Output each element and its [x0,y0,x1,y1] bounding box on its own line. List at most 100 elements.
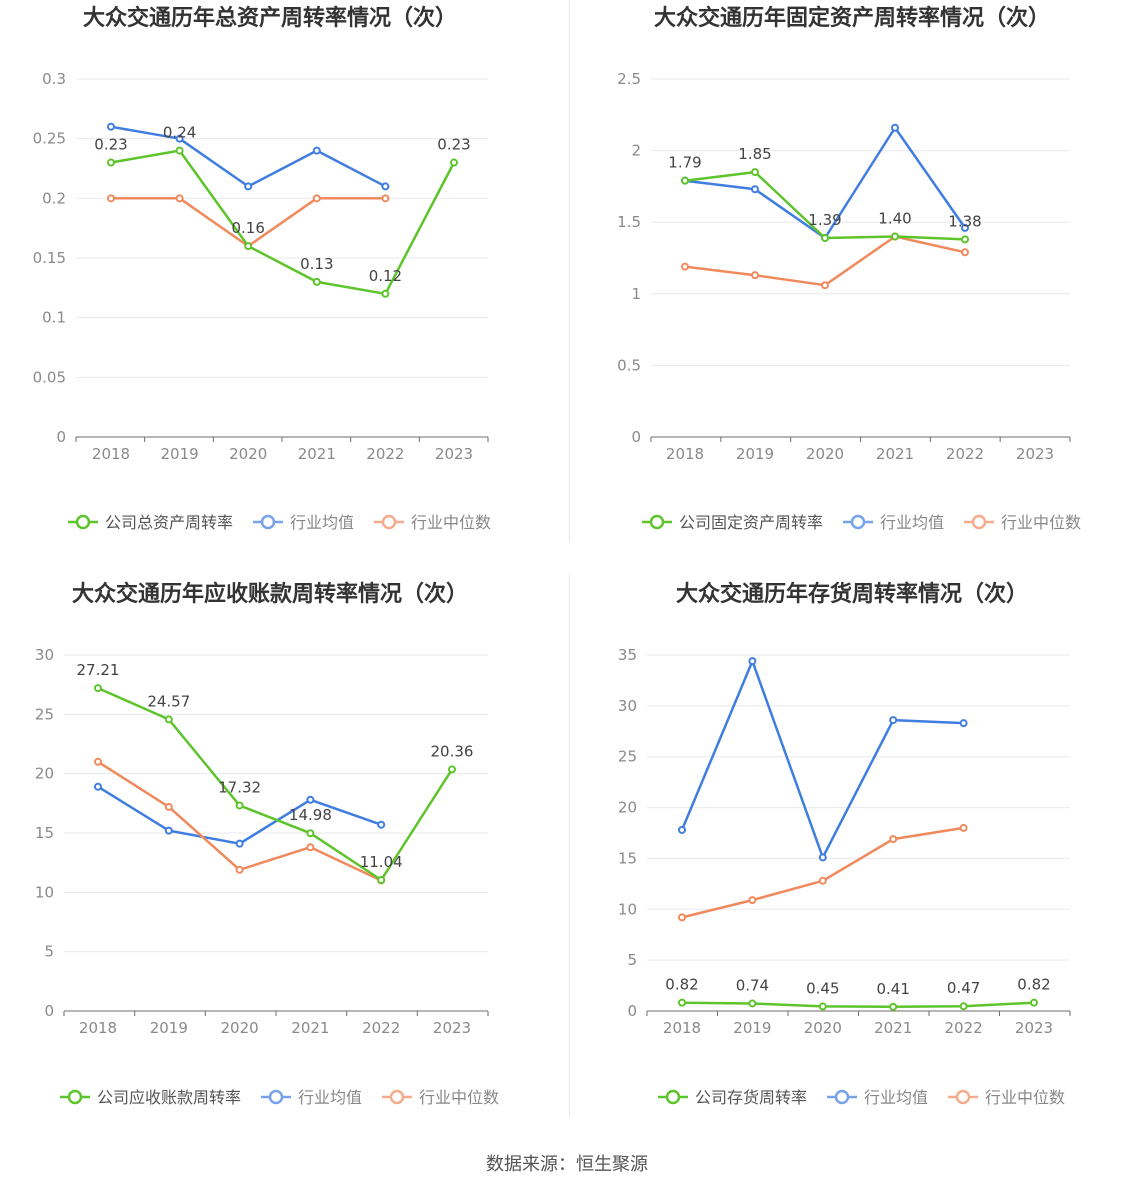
legend-marker [67,1089,83,1105]
y-tick-label: 0.05 [33,368,66,386]
chart-panel-inventory-turnover: 大众交通历年存货周转率情况（次） 0 5 10 15 20 25 30 35 2018 2019 20… [567,575,1134,1135]
y-tick-label: 30 [618,697,637,715]
data-label: 17.32 [218,778,261,796]
data-label: 0.82 [665,976,698,994]
legend-item-company: 公司应收账款周转率 [60,1088,241,1107]
x-tick-label: 2022 [945,1019,983,1037]
legend-label: 公司应收账款周转率 [97,1088,241,1107]
y-tick-label: 10 [618,900,637,918]
data-point-company [821,233,829,242]
data-label: 0.23 [94,136,127,154]
chart-title: 大众交通历年存货周转率情况（次） [676,581,1028,607]
data-label: 1.79 [668,154,701,172]
x-tick-label: 2023 [435,445,473,463]
panel-divider-top [569,0,570,542]
y-tick-label: 2 [631,142,641,160]
chart-panel-fixed-asset-turnover: 大众交通历年固定资产周转率情况（次） 0 0.5 1 1.5 2 2.5 2018 2019 20… [567,0,1134,560]
legend-label: 行业均值 [298,1088,362,1107]
data-point-company [959,1002,968,1011]
data-label: 1.40 [878,210,911,228]
legend-marker [665,1089,681,1105]
chart-panel-receivables-turnover: 大众交通历年应收账款周转率情况（次） 0 5 10 15 20 25 30 2018 2019 20… [0,575,567,1135]
legend-marker [389,1089,405,1105]
data-label: 14.98 [289,806,332,824]
data-point-company [306,829,315,838]
legend-marker [75,514,91,530]
data-point-company [235,801,244,810]
legend-label: 公司总资产周转率 [105,513,233,532]
legend-marker [268,1089,284,1105]
data-point-avg [961,223,969,232]
data-label: 1.39 [808,211,841,229]
series-line-median [681,826,964,919]
legend-marker [649,514,665,530]
data-point-median [889,835,898,844]
x-tick-label: 2023 [1016,445,1054,463]
x-tick-label: 2021 [291,1019,329,1037]
data-label: 0.13 [300,255,333,273]
x-tick-label: 2019 [733,1019,771,1037]
y-tick-label: 0.3 [42,70,66,88]
x-tick-label: 2020 [221,1019,259,1037]
legend-item-company: 公司存货周转率 [658,1088,807,1107]
y-tick-label: 35 [618,646,637,664]
legend-item-company: 公司总资产周转率 [68,513,233,532]
data-label: 0.41 [876,980,909,998]
data-point-median [94,757,102,766]
x-tick-label: 2021 [876,445,914,463]
legend-item-company: 公司固定资产周转率 [642,513,823,532]
chart-svg-fixed-asset-turnover: 大众交通历年固定资产周转率情况（次） 0 0.5 1 1.5 2 2.5 2018 2019 20… [617,5,1081,532]
x-tick-label: 2018 [92,445,130,463]
legend-item-median: 行业中位数 [374,513,491,532]
data-label: 0.74 [736,976,769,994]
series-line-company [110,149,456,296]
data-point-company [678,998,686,1007]
data-point-median [306,843,315,852]
x-tick-label: 2020 [806,445,844,463]
data-point-median [751,271,759,280]
data-point-avg [306,795,315,804]
legend-item-avg: 行业均值 [261,1088,362,1107]
chart-panel-total-asset-turnover: 大众交通历年总资产周转率情况（次） 0 0.05 0.1 0.15 0.2 0.25 0.3 2… [0,0,567,560]
x-tick-label: 2018 [79,1019,117,1037]
y-tick-label: 0.2 [42,189,66,207]
data-point-avg [235,839,244,848]
data-point-median [821,281,829,290]
legend-item-median: 行业中位数 [948,1088,1065,1107]
x-tick-label: 2019 [161,445,199,463]
data-label: 27.21 [77,661,120,679]
data-point-company [748,999,757,1008]
x-tick-label: 2022 [362,1019,400,1037]
data-label: 1.38 [948,212,981,230]
data-point-avg [164,826,173,835]
legend-label: 行业中位数 [411,513,491,532]
legend-marker [955,1089,971,1105]
series-line-company [681,1001,1035,1009]
data-point-company [891,232,899,241]
legend-marker [381,514,397,530]
data-point-company [107,158,115,167]
x-tick-label: 2020 [229,445,267,463]
y-tick-label: 2.5 [617,70,641,88]
series-line-company [97,686,454,882]
data-label: 24.57 [147,692,190,710]
data-point-median [164,802,173,811]
legend-marker [260,514,276,530]
data-point-company [312,277,321,286]
y-tick-label: 15 [35,824,54,842]
data-label: 0.47 [947,979,980,997]
data-label: 0.12 [369,267,402,285]
y-tick-label: 0 [56,428,66,446]
chart-title: 大众交通历年总资产周转率情况（次） [83,5,457,31]
y-tick-label: 0.5 [617,356,641,374]
data-point-median [312,194,321,203]
data-point-avg [377,820,386,829]
data-label: 0.45 [806,979,839,997]
legend-label: 行业均值 [290,513,354,532]
y-tick-label: 5 [627,951,637,969]
chart-title: 大众交通历年应收账款周转率情况（次） [72,581,468,607]
data-point-avg [94,782,102,791]
data-point-avg [818,853,827,862]
y-tick-label: 20 [35,765,54,783]
series-line-avg [680,659,964,859]
